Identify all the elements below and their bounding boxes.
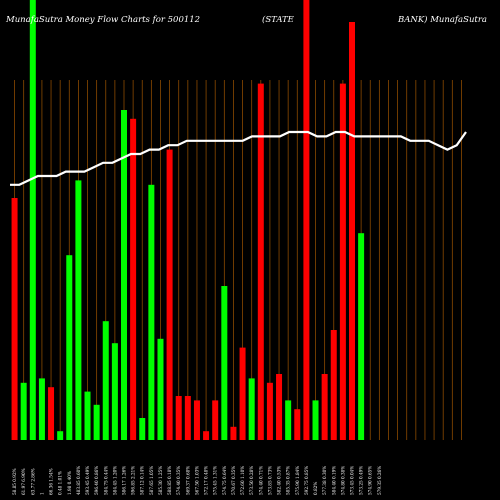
bar bbox=[102, 321, 109, 440]
x-tick-label: 573.85 0.73% bbox=[267, 466, 272, 495]
bar bbox=[203, 431, 210, 440]
x-tick-label: 587.65 1.05% bbox=[149, 466, 154, 495]
x-tick-label: 582.40 0.53% bbox=[277, 466, 282, 495]
x-tick-label: 579.35 0.26% bbox=[377, 466, 382, 495]
bar bbox=[230, 426, 237, 440]
x-tick-label: 585.30 1.25% bbox=[158, 466, 163, 495]
bar bbox=[294, 409, 301, 440]
bar bbox=[212, 400, 219, 440]
x-tick-label: 574.80 0.38% bbox=[340, 466, 345, 495]
x-tick-label: 0.82% bbox=[313, 482, 318, 495]
bar bbox=[20, 382, 27, 440]
x-tick-label: 585.35 0.87% bbox=[286, 466, 291, 495]
bar bbox=[239, 347, 246, 440]
x-tick-label: 573.50 0.28% bbox=[249, 466, 254, 495]
bar bbox=[175, 396, 182, 440]
x-tick-label: 592.75 0.85% bbox=[304, 466, 309, 495]
x-tick-label: 593.45 0.49% bbox=[85, 466, 90, 495]
bar bbox=[157, 338, 164, 440]
x-tick-label: 588.85 0.18% bbox=[167, 466, 172, 495]
x-tick-label: 569.37 0.68% bbox=[185, 466, 190, 495]
x-tick-label: 573.45 0.04% bbox=[350, 466, 355, 495]
bar bbox=[84, 391, 91, 440]
bar bbox=[193, 400, 200, 440]
bar bbox=[303, 0, 310, 440]
bar bbox=[266, 382, 273, 440]
x-tick-label: 66.36 1.54% bbox=[49, 468, 54, 495]
x-tick-label: 1 bbox=[39, 492, 44, 495]
bar bbox=[93, 404, 100, 440]
bar bbox=[349, 22, 355, 440]
bar bbox=[330, 330, 337, 440]
x-tick-label: 574.40 0.35% bbox=[176, 466, 181, 495]
bar bbox=[121, 110, 127, 440]
bar bbox=[184, 396, 191, 440]
x-tick-label: 584.40 0.19% bbox=[331, 466, 336, 495]
x-tick-label: 574.75 0.64% bbox=[222, 466, 227, 495]
x-tick-label: 570.67 0.35% bbox=[231, 466, 236, 495]
x-tick-label: 596.40 0.86% bbox=[94, 466, 99, 495]
x-tick-label: 58.85 0.92% bbox=[12, 468, 17, 495]
bar bbox=[11, 198, 18, 440]
chart-title: MunafaSutra Money Flow Charts for 500112… bbox=[5, 14, 487, 25]
x-tick-label: 587.12 0.14% bbox=[140, 466, 145, 495]
bar bbox=[358, 233, 365, 440]
bar bbox=[38, 378, 45, 440]
x-tick-label: 61.97 6.90% bbox=[21, 468, 26, 495]
x-tick-label: 596.85 2.21% bbox=[131, 466, 136, 495]
x-tick-label: 483.85 0.60% bbox=[76, 466, 81, 495]
bar bbox=[111, 343, 118, 440]
title-part-1: MunafaSutra Money Flow Charts for 500112 bbox=[5, 15, 200, 25]
x-tick-label: 577.38 0.30% bbox=[322, 466, 327, 495]
x-tick-label: 572.60 1.10% bbox=[240, 466, 245, 495]
x-tick-label: 0.48 1.01% bbox=[58, 471, 63, 495]
bar bbox=[66, 255, 73, 440]
x-tick-label: 574.40 0.71% bbox=[258, 466, 263, 495]
x-tick-label: 575.45 1.31% bbox=[213, 466, 218, 495]
bar bbox=[148, 184, 155, 440]
bar bbox=[48, 387, 55, 440]
bar bbox=[75, 180, 82, 440]
bar bbox=[29, 0, 36, 440]
bar bbox=[57, 431, 64, 440]
x-tick-label: 567.50 1.03% bbox=[194, 466, 199, 495]
bar bbox=[139, 418, 146, 440]
bar bbox=[312, 400, 319, 440]
money-flow-line bbox=[10, 130, 467, 186]
x-tick-label: 573.25 0.49% bbox=[359, 466, 364, 495]
x-tick-label: 584.45 1.20% bbox=[112, 466, 117, 495]
x-tick-label: 575.90 1.84% bbox=[295, 466, 300, 495]
title-part-2: (STATE bbox=[262, 14, 295, 25]
bar bbox=[321, 374, 328, 440]
bar bbox=[130, 118, 137, 441]
bar bbox=[221, 286, 228, 440]
x-tick-label: 572.17 0.48% bbox=[204, 466, 209, 495]
bar bbox=[248, 378, 255, 440]
x-tick-label: 574.90 0.65% bbox=[368, 466, 373, 495]
x-tick-label: 1.98 0.40% bbox=[67, 471, 72, 495]
x-tick-label: 63.77 2.86% bbox=[30, 468, 35, 495]
bar bbox=[339, 83, 346, 440]
x-tick-label: 584.75 0.44% bbox=[103, 466, 108, 495]
x-tick-labels: 58.85 0.92% 61.97 6.90% 63.77 2.86% 1 66.36 … bbox=[12, 466, 382, 495]
bar bbox=[166, 149, 173, 440]
bar bbox=[276, 374, 283, 440]
x-tick-label: 586.17 1.26% bbox=[122, 466, 127, 495]
bars-group bbox=[11, 0, 365, 441]
bar bbox=[285, 400, 292, 440]
bar bbox=[257, 83, 264, 440]
title-part-3: BANK) MunafaSutra bbox=[397, 14, 487, 25]
